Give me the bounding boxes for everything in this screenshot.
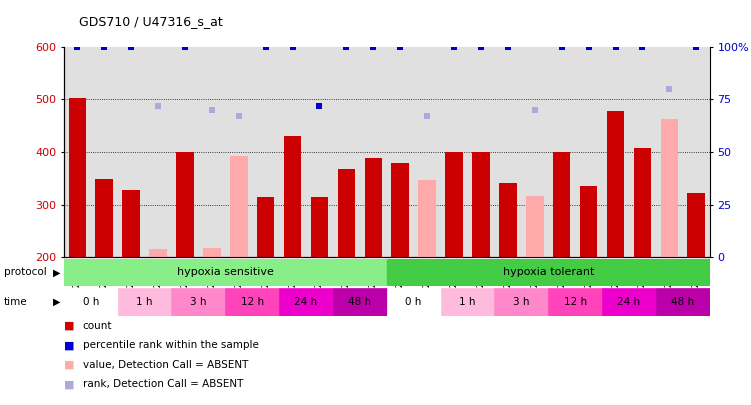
Text: 24 h: 24 h	[294, 297, 318, 307]
Bar	[225, 288, 279, 316]
Text: hypoxia tolerant: hypoxia tolerant	[502, 267, 594, 277]
Text: ■: ■	[64, 321, 74, 331]
Text: 12 h: 12 h	[240, 297, 264, 307]
Bar	[364, 158, 382, 257]
Bar	[64, 259, 387, 286]
Text: 0 h: 0 h	[83, 297, 99, 307]
Bar	[64, 288, 118, 316]
Text: ▶: ▶	[53, 267, 60, 277]
Bar	[499, 183, 517, 257]
Text: percentile rank within the sample: percentile rank within the sample	[83, 341, 258, 350]
Bar	[338, 169, 355, 257]
Bar	[580, 185, 597, 257]
Bar	[387, 288, 441, 316]
Text: protocol: protocol	[4, 267, 47, 277]
Bar	[607, 111, 624, 257]
Bar	[418, 180, 436, 257]
Bar	[118, 288, 171, 316]
Bar	[553, 152, 571, 257]
Bar	[171, 288, 225, 316]
Bar	[149, 249, 167, 257]
Bar	[333, 288, 387, 316]
Text: ■: ■	[64, 379, 74, 389]
Bar	[441, 288, 494, 316]
Text: 0 h: 0 h	[406, 297, 422, 307]
Bar	[387, 259, 710, 286]
Text: 1 h: 1 h	[137, 297, 152, 307]
Text: value, Detection Call = ABSENT: value, Detection Call = ABSENT	[83, 360, 248, 370]
Bar	[548, 288, 602, 316]
Text: 12 h: 12 h	[563, 297, 587, 307]
Bar	[391, 164, 409, 257]
Bar	[634, 148, 651, 257]
Text: ■: ■	[64, 360, 74, 370]
Bar	[602, 288, 656, 316]
Text: 1 h: 1 h	[460, 297, 475, 307]
Text: 48 h: 48 h	[671, 297, 695, 307]
Text: 3 h: 3 h	[513, 297, 529, 307]
Bar	[122, 190, 140, 257]
Bar	[95, 179, 113, 257]
Text: rank, Detection Call = ABSENT: rank, Detection Call = ABSENT	[83, 379, 243, 389]
Text: 48 h: 48 h	[348, 297, 372, 307]
Bar	[661, 119, 678, 257]
Bar	[257, 197, 274, 257]
Bar	[687, 193, 705, 257]
Text: GDS710 / U47316_s_at: GDS710 / U47316_s_at	[79, 15, 222, 28]
Bar	[445, 152, 463, 257]
Text: ■: ■	[64, 341, 74, 350]
Bar	[472, 152, 490, 257]
Bar	[68, 98, 86, 257]
Bar	[176, 152, 194, 257]
Bar	[656, 288, 710, 316]
Bar	[203, 248, 221, 257]
Bar	[230, 156, 248, 257]
Text: hypoxia sensitive: hypoxia sensitive	[177, 267, 273, 277]
Text: ▶: ▶	[53, 297, 60, 307]
Text: count: count	[83, 321, 112, 331]
Text: time: time	[4, 297, 27, 307]
Text: 24 h: 24 h	[617, 297, 641, 307]
Bar	[494, 288, 548, 316]
Bar	[279, 288, 333, 316]
Text: 3 h: 3 h	[190, 297, 207, 307]
Bar	[311, 197, 328, 257]
Bar	[284, 136, 301, 257]
Bar	[526, 196, 544, 257]
